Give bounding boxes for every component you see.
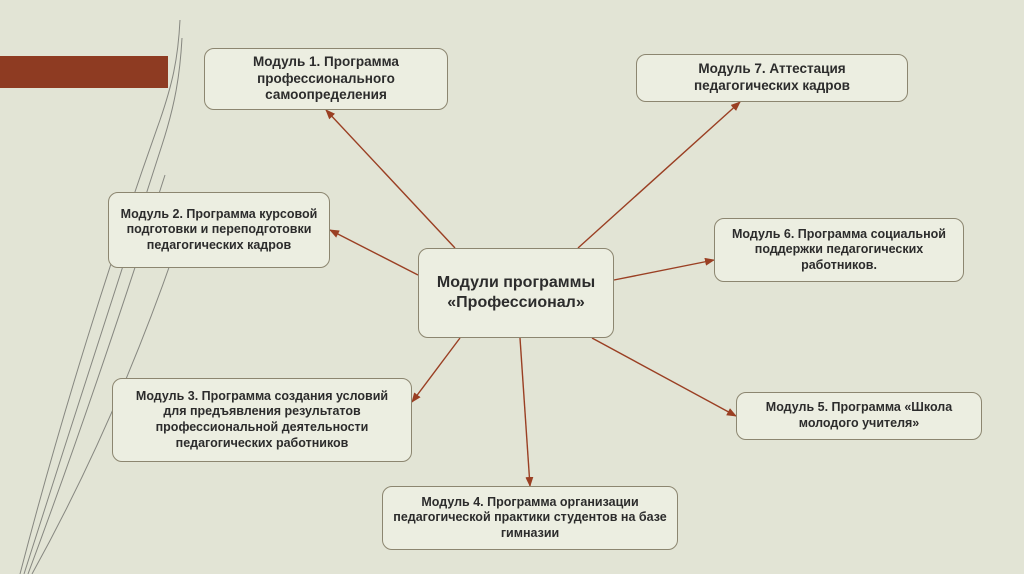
connector-module-1 bbox=[326, 110, 455, 248]
connector-module-6 bbox=[614, 260, 714, 280]
connector-module-3 bbox=[412, 338, 460, 402]
diagram-stage: Модули программы «Профессионал» Модуль 1.… bbox=[0, 0, 1024, 574]
center-node: Модули программы «Профессионал» bbox=[418, 248, 614, 338]
module-3: Модуль 3. Программа создания условий для… bbox=[112, 378, 412, 462]
module-1: Модуль 1. Программа профессионального са… bbox=[204, 48, 448, 110]
accent-bar bbox=[0, 56, 168, 88]
module-4-label: Модуль 4. Программа организации педагоги… bbox=[393, 495, 667, 542]
module-2: Модуль 2. Программа курсовой подготовки … bbox=[108, 192, 330, 268]
center-node-label: Модули программы «Профессионал» bbox=[429, 273, 603, 313]
module-1-label: Модуль 1. Программа профессионального са… bbox=[215, 54, 437, 105]
module-7-label: Модуль 7. Аттестация педагогических кадр… bbox=[647, 61, 897, 95]
module-6-label: Модуль 6. Программа социальной поддержки… bbox=[725, 227, 953, 274]
connector-module-2 bbox=[330, 230, 418, 275]
module-3-label: Модуль 3. Программа создания условий для… bbox=[123, 389, 401, 452]
connector-module-4 bbox=[520, 338, 530, 486]
module-7: Модуль 7. Аттестация педагогических кадр… bbox=[636, 54, 908, 102]
module-6: Модуль 6. Программа социальной поддержки… bbox=[714, 218, 964, 282]
module-2-label: Модуль 2. Программа курсовой подготовки … bbox=[119, 207, 319, 254]
connector-module-5 bbox=[592, 338, 736, 416]
module-5-label: Модуль 5. Программа «Школа молодого учит… bbox=[747, 400, 971, 431]
module-5: Модуль 5. Программа «Школа молодого учит… bbox=[736, 392, 982, 440]
module-4: Модуль 4. Программа организации педагоги… bbox=[382, 486, 678, 550]
